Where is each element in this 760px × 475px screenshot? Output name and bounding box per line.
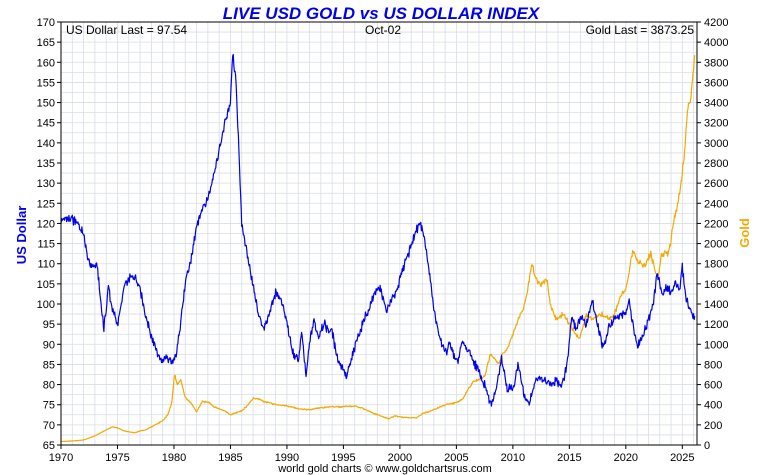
y-left-tick-label: 155 — [37, 77, 55, 89]
x-tick-label: 1975 — [105, 452, 129, 464]
y-right-tick-label: 4000 — [704, 37, 728, 49]
y-right-tick-label: 600 — [704, 380, 722, 392]
gold-line — [61, 55, 696, 443]
y-left-tick-label: 75 — [43, 400, 55, 412]
y-left-tick-label: 85 — [43, 359, 55, 371]
credit-text: world gold charts © www.goldchartsrus.co… — [277, 463, 492, 475]
x-axis-ticks: 1970 1975 1980 1985 1990 1995 2000 2005 2010 2015… — [49, 445, 695, 464]
x-tick-label: 2005 — [444, 452, 468, 464]
y-left-tick-label: 135 — [37, 158, 55, 170]
y-left-tick-label: 150 — [37, 98, 55, 110]
x-tick-label: 2010 — [501, 452, 525, 464]
plot-area — [60, 21, 698, 446]
grid-horizontal — [61, 21, 697, 446]
y-right-tick-label: 200 — [704, 420, 722, 432]
gold-last-label: Gold Last = 3873.25 — [586, 23, 695, 37]
y-right-tick-label: 2400 — [704, 198, 728, 210]
usd-last-label: US Dollar Last = 97.54 — [66, 23, 187, 37]
y-right-tick-label: 1400 — [704, 299, 728, 311]
y-right-tick-label: 0 — [704, 440, 710, 452]
y-left-tick-label: 115 — [37, 239, 55, 251]
y-left-tick-label: 140 — [37, 138, 55, 150]
y-left-tick-label: 165 — [37, 37, 55, 49]
plot-border — [60, 21, 698, 446]
x-tick-label: 2000 — [388, 452, 412, 464]
y-left-tick-label: 160 — [37, 57, 55, 69]
y-left-tick-label: 110 — [37, 259, 55, 271]
date-label: Oct-02 — [365, 23, 401, 37]
y-right-tick-label: 3200 — [704, 118, 728, 130]
x-tick-label: 1995 — [331, 452, 355, 464]
x-tick-label: 2015 — [557, 452, 581, 464]
x-tick-label: 1970 — [49, 452, 73, 464]
y-right-tick-label: 3000 — [704, 138, 728, 150]
y-left-axis-label: US Dollar — [14, 206, 29, 265]
y-right-tick-label: 800 — [704, 359, 722, 371]
y-right-tick-label: 3600 — [704, 77, 728, 89]
y-right-tick-label: 1000 — [704, 339, 728, 351]
x-tick-label: 1990 — [275, 452, 299, 464]
y-left-ticks: 65 70 75 80 85 90 95 100 105 110 115 120 125 130 135 14… — [37, 17, 61, 452]
y-left-tick-label: 100 — [37, 299, 55, 311]
y-left-tick-label: 125 — [37, 198, 55, 210]
y-right-tick-label: 400 — [704, 400, 722, 412]
chart-title: LIVE USD GOLD vs US DOLLAR INDEX — [223, 4, 541, 23]
y-left-tick-label: 95 — [43, 319, 55, 331]
y-right-tick-label: 2600 — [704, 178, 728, 190]
x-tick-label: 1980 — [162, 452, 186, 464]
us-dollar-line — [60, 53, 696, 407]
y-right-tick-label: 2800 — [704, 158, 728, 170]
y-left-tick-label: 80 — [43, 380, 55, 392]
y-left-tick-label: 65 — [43, 440, 55, 452]
y-left-tick-label: 120 — [37, 218, 55, 230]
usd-series — [60, 53, 696, 407]
y-left-tick-label: 105 — [37, 279, 55, 291]
y-left-tick-label: 145 — [37, 118, 55, 130]
y-right-ticks: 0 200 400 600 800 1000 1200 1400 1600 1800 2000 220… — [697, 17, 728, 452]
x-tick-label: 2025 — [670, 452, 694, 464]
y-right-tick-label: 1600 — [704, 279, 728, 291]
y-left-tick-label: 70 — [43, 420, 55, 432]
y-left-tick-label: 130 — [37, 178, 55, 190]
x-tick-label: 2020 — [614, 452, 638, 464]
y-left-tick-label: 170 — [37, 17, 55, 29]
y-right-tick-label: 3800 — [704, 57, 728, 69]
y-right-tick-label: 4200 — [704, 17, 728, 29]
y-right-tick-label: 1200 — [704, 319, 728, 331]
y-right-tick-label: 2000 — [704, 239, 728, 251]
y-left-tick-label: 90 — [43, 339, 55, 351]
y-right-tick-label: 3400 — [704, 98, 728, 110]
gold-series — [61, 55, 696, 443]
y-right-tick-label: 2200 — [704, 218, 728, 230]
x-tick-label: 1985 — [218, 452, 242, 464]
y-right-axis-label: Gold — [737, 218, 752, 248]
y-right-tick-label: 1800 — [704, 259, 728, 271]
